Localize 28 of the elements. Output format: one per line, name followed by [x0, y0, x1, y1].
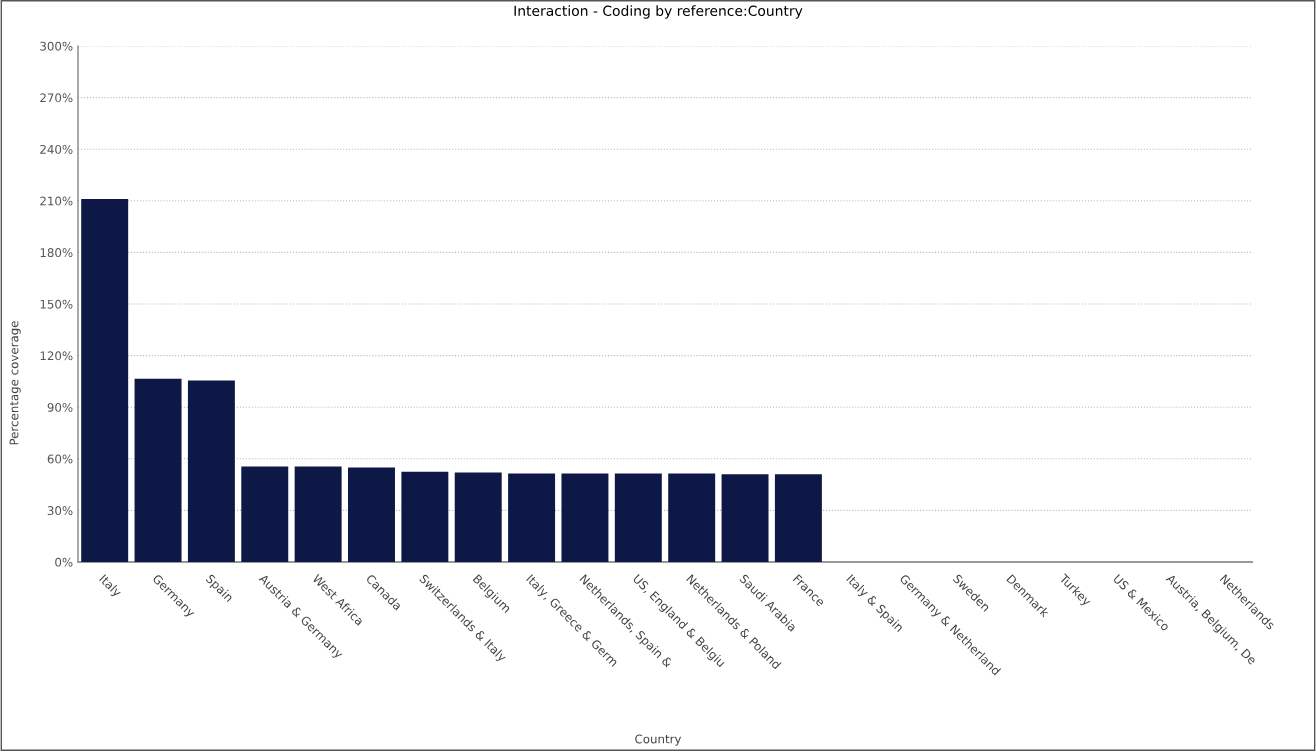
y-tick-label: 210% — [40, 196, 73, 206]
y-tick-label: 270% — [40, 93, 73, 103]
y-tick-label: 240% — [40, 144, 73, 154]
bar — [348, 467, 395, 562]
y-axis-title: Percentage coverage — [9, 321, 21, 445]
bar — [721, 474, 769, 562]
bar — [187, 380, 235, 562]
bar — [134, 378, 182, 562]
y-tick-label: 150% — [40, 299, 73, 309]
y-tick-label: 0% — [55, 557, 73, 567]
chart-title: Interaction - Coding by reference:Country — [514, 5, 803, 19]
bar — [614, 473, 662, 562]
y-tick-label: 30% — [47, 506, 73, 516]
y-tick-label: 60% — [47, 454, 73, 464]
y-tick-label: 180% — [40, 248, 73, 258]
y-tick-label: 300% — [40, 41, 73, 51]
bar — [454, 472, 502, 562]
x-axis-title: Country — [635, 734, 682, 746]
bar — [508, 473, 556, 562]
bar — [81, 199, 129, 562]
bar — [561, 473, 609, 562]
bar — [294, 466, 342, 562]
y-tick-label: 90% — [47, 402, 73, 412]
y-tick-label: 120% — [40, 351, 73, 361]
bar — [774, 474, 822, 562]
bar — [241, 466, 289, 562]
bar — [401, 471, 449, 562]
bar — [668, 473, 716, 562]
